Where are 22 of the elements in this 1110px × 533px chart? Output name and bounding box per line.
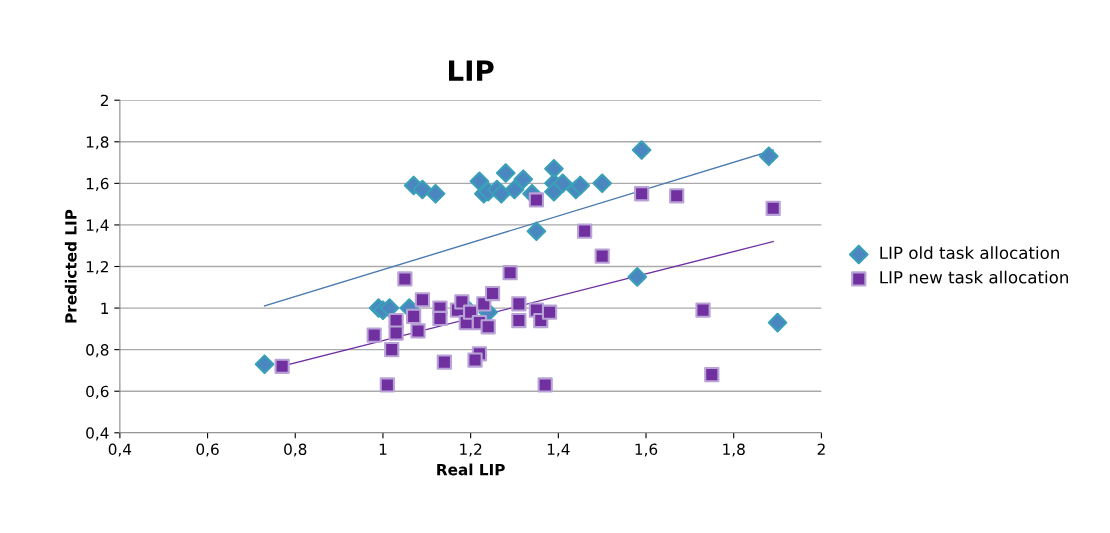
x-tick-label: 0,6 [196,443,219,457]
chart-title: LIP [449,60,494,81]
y-axis-title: Predicted LIP [64,209,77,323]
y-tick-label: 0,8 [86,344,109,358]
x-tick-label: 1 [379,443,387,455]
legend-label: LIP old task allocation [880,246,1059,260]
y-tick-label: 1,6 [86,177,109,191]
legend-label: LIP new task allocation [880,270,1068,284]
x-tick-label: 2 [817,443,825,455]
x-tick-label: 0,8 [284,443,307,457]
y-tick-label: 1,2 [86,260,108,275]
x-tick-label: 1,6 [635,443,658,457]
x-tick-label: 1,8 [723,443,745,457]
y-tick-label: 2 [100,94,108,107]
x-axis-title: Real LIP [437,463,505,476]
y-tick-label: 0,6 [86,385,109,399]
y-tick-label: 1,8 [86,136,109,150]
y-tick-label: 0,4 [86,427,109,441]
x-tick-label: 1,4 [547,443,570,457]
y-tick-label: 1 [101,302,109,314]
x-tick-label: 1,2 [460,443,482,457]
y-tick-label: 1,4 [86,219,109,233]
